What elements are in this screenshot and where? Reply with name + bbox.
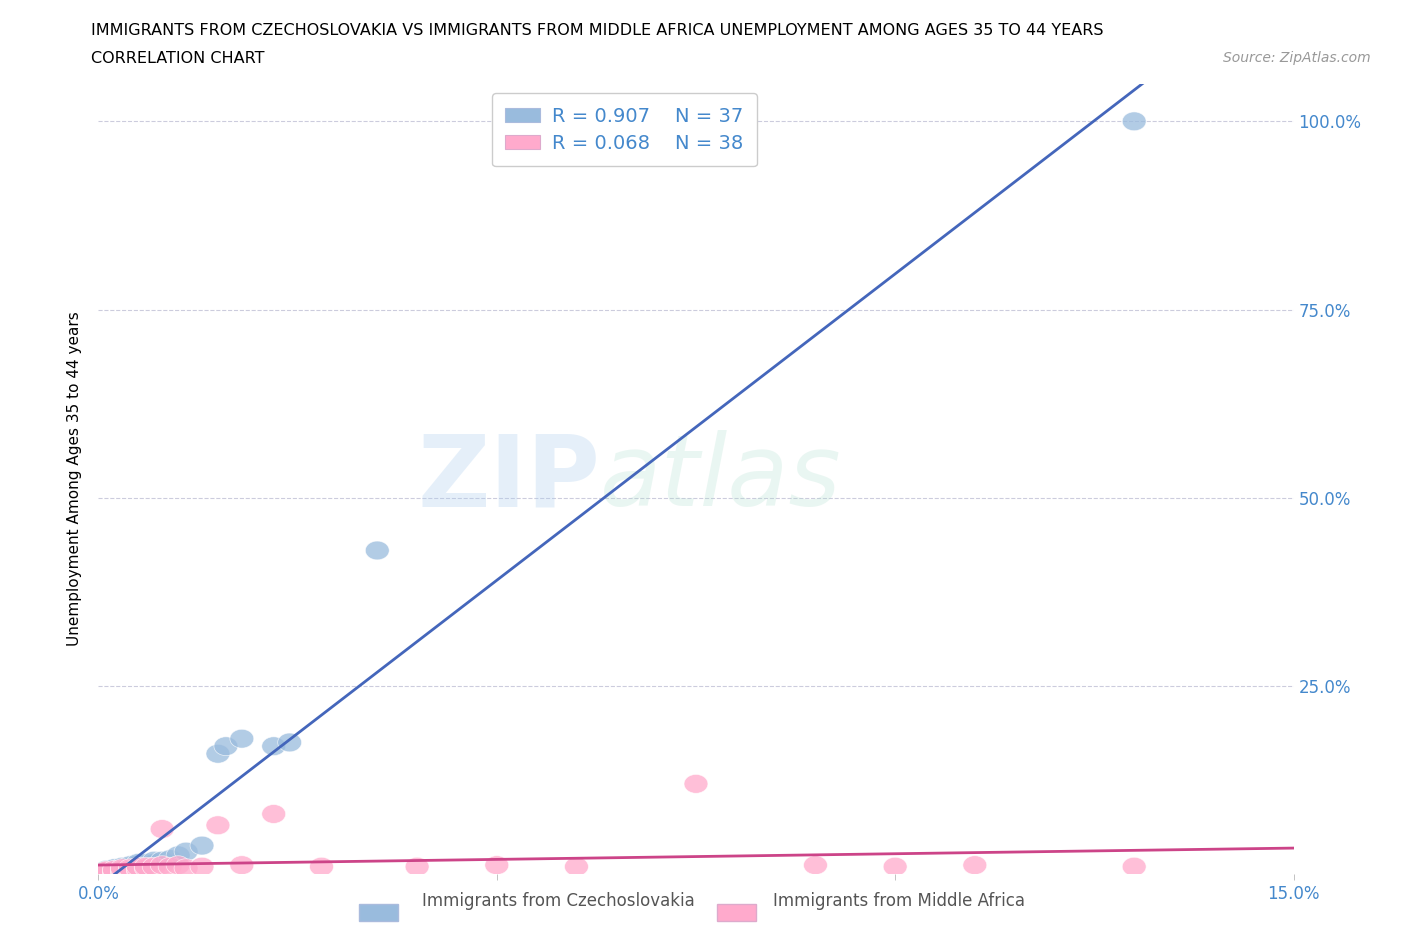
Ellipse shape — [111, 862, 135, 882]
Ellipse shape — [142, 857, 166, 876]
Ellipse shape — [103, 862, 127, 882]
Ellipse shape — [231, 856, 254, 874]
Ellipse shape — [159, 857, 183, 876]
Ellipse shape — [142, 854, 166, 872]
Ellipse shape — [103, 859, 127, 878]
Ellipse shape — [94, 862, 118, 881]
Ellipse shape — [111, 861, 135, 880]
Ellipse shape — [963, 856, 987, 874]
Ellipse shape — [159, 850, 183, 869]
Ellipse shape — [94, 862, 118, 882]
Ellipse shape — [142, 851, 166, 870]
Ellipse shape — [366, 541, 389, 560]
Ellipse shape — [118, 859, 142, 878]
Ellipse shape — [150, 819, 174, 839]
Ellipse shape — [111, 858, 135, 878]
Ellipse shape — [118, 858, 142, 878]
Ellipse shape — [565, 857, 589, 876]
Ellipse shape — [166, 856, 190, 874]
Ellipse shape — [150, 856, 174, 874]
Ellipse shape — [127, 857, 150, 876]
Ellipse shape — [103, 862, 127, 882]
Ellipse shape — [94, 861, 118, 880]
Ellipse shape — [150, 851, 174, 870]
Ellipse shape — [1122, 857, 1146, 876]
Ellipse shape — [111, 860, 135, 879]
Ellipse shape — [94, 862, 118, 882]
Ellipse shape — [94, 863, 118, 882]
Ellipse shape — [883, 857, 907, 876]
Ellipse shape — [103, 861, 127, 880]
Ellipse shape — [135, 856, 159, 874]
Ellipse shape — [94, 862, 118, 881]
Legend: R = 0.907    N = 37, R = 0.068    N = 38: R = 0.907 N = 37, R = 0.068 N = 38 — [492, 93, 756, 166]
Ellipse shape — [278, 733, 302, 751]
Ellipse shape — [174, 843, 198, 861]
Ellipse shape — [135, 857, 159, 876]
Ellipse shape — [94, 861, 118, 880]
Ellipse shape — [309, 857, 333, 876]
Ellipse shape — [127, 861, 150, 880]
Ellipse shape — [166, 846, 190, 865]
Ellipse shape — [174, 858, 198, 878]
Text: ZIP: ZIP — [418, 431, 600, 527]
Ellipse shape — [94, 863, 118, 882]
Ellipse shape — [111, 860, 135, 879]
Text: IMMIGRANTS FROM CZECHOSLOVAKIA VS IMMIGRANTS FROM MIDDLE AFRICA UNEMPLOYMENT AMO: IMMIGRANTS FROM CZECHOSLOVAKIA VS IMMIGR… — [91, 23, 1104, 38]
Text: atlas: atlas — [600, 431, 842, 527]
Ellipse shape — [118, 862, 142, 881]
Ellipse shape — [190, 857, 214, 876]
Ellipse shape — [103, 860, 127, 879]
Y-axis label: Unemployment Among Ages 35 to 44 years: Unemployment Among Ages 35 to 44 years — [67, 312, 83, 646]
Text: Immigrants from Czechoslovakia: Immigrants from Czechoslovakia — [422, 892, 695, 910]
Ellipse shape — [118, 856, 142, 874]
Ellipse shape — [1122, 112, 1146, 131]
Ellipse shape — [111, 862, 135, 881]
Ellipse shape — [214, 737, 238, 755]
Ellipse shape — [685, 775, 709, 793]
Ellipse shape — [135, 858, 159, 878]
Ellipse shape — [207, 816, 231, 835]
Ellipse shape — [804, 856, 827, 874]
Ellipse shape — [111, 858, 135, 878]
Ellipse shape — [135, 854, 159, 872]
Ellipse shape — [405, 857, 429, 876]
Ellipse shape — [207, 744, 231, 764]
Ellipse shape — [262, 804, 285, 823]
Text: Immigrants from Middle Africa: Immigrants from Middle Africa — [773, 892, 1025, 910]
Ellipse shape — [103, 858, 127, 878]
Ellipse shape — [190, 836, 214, 855]
Ellipse shape — [118, 860, 142, 879]
Ellipse shape — [111, 857, 135, 876]
Ellipse shape — [485, 856, 509, 874]
Ellipse shape — [127, 854, 150, 872]
Text: CORRELATION CHART: CORRELATION CHART — [91, 51, 264, 66]
Ellipse shape — [118, 861, 142, 880]
Ellipse shape — [127, 859, 150, 878]
Ellipse shape — [127, 857, 150, 876]
Ellipse shape — [103, 862, 127, 881]
Ellipse shape — [94, 860, 118, 879]
Ellipse shape — [262, 737, 285, 755]
Ellipse shape — [127, 855, 150, 874]
Ellipse shape — [118, 857, 142, 876]
Text: Source: ZipAtlas.com: Source: ZipAtlas.com — [1223, 51, 1371, 65]
Ellipse shape — [127, 858, 150, 878]
Ellipse shape — [231, 729, 254, 748]
